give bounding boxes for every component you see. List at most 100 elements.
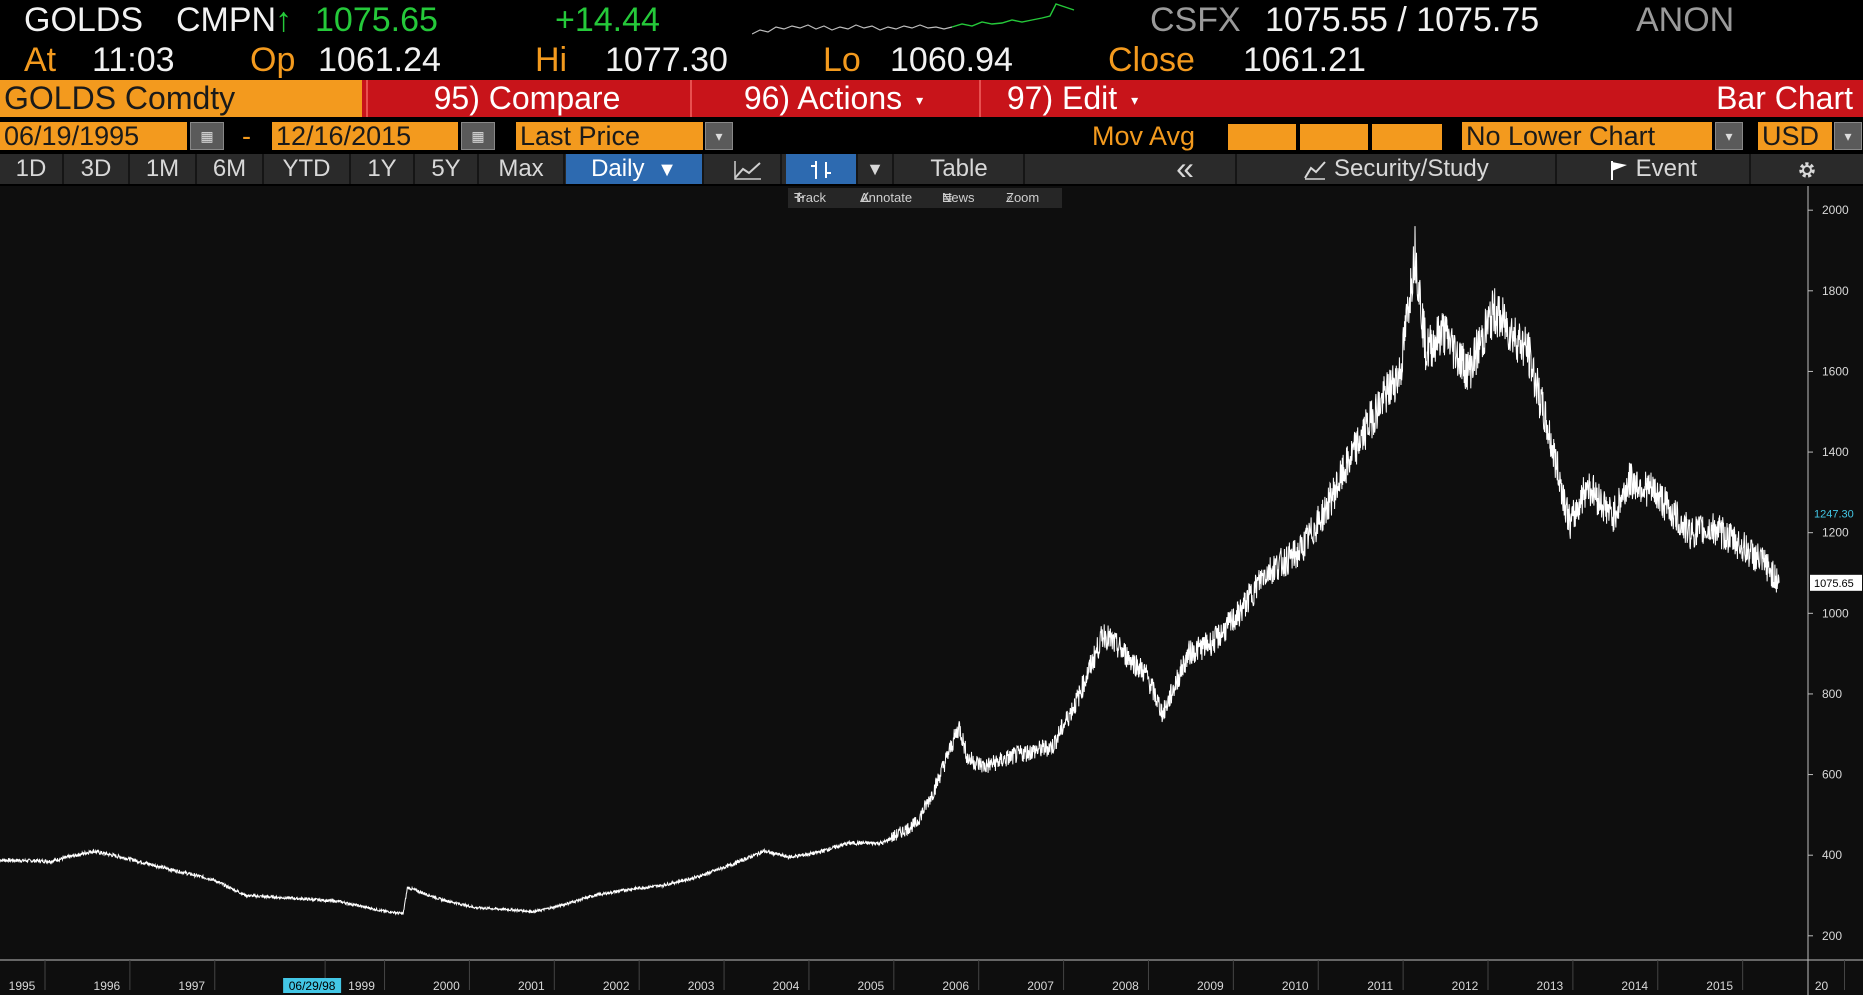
lower-chart-select[interactable]: No Lower Chart: [1462, 122, 1712, 150]
mov-avg-field-3[interactable]: [1372, 124, 1442, 150]
x-tick-label: 2004: [773, 979, 800, 993]
date-marker-bg: [283, 978, 342, 993]
y-tick-label: 1600: [1822, 364, 1849, 378]
y-tick-label: 400: [1822, 848, 1842, 862]
x-tick-label: 2003: [688, 979, 715, 993]
zoom-label: Zoom: [1006, 190, 1040, 205]
chart-style-dropdown-icon[interactable]: ▼: [858, 154, 894, 184]
period-ytd[interactable]: YTD: [264, 154, 351, 184]
edit-button[interactable]: 97) Edit ▾: [979, 80, 1164, 117]
frequency-select[interactable]: Daily ▼: [566, 154, 704, 184]
at-label: At: [24, 41, 57, 79]
period-3d[interactable]: 3D: [64, 154, 130, 184]
toolbar-spacer: [1025, 154, 1135, 184]
x-tick-label: 1995: [9, 979, 36, 993]
open-value: 1061.24: [318, 41, 441, 79]
compare-label: 95) Compare: [433, 80, 621, 116]
x-tick-label: 2000: [433, 979, 460, 993]
dropdown-arrow-icon[interactable]: ▾: [705, 122, 733, 150]
field-select[interactable]: Last Price: [516, 122, 703, 150]
price-source: CMPN: [176, 1, 277, 39]
gear-icon[interactable]: [1751, 154, 1863, 184]
quote-line: GOLDS CMPN ↑ 1075.65 +14.44 CSFX 1075.55…: [0, 0, 1863, 40]
period-5y[interactable]: 5Y: [415, 154, 479, 184]
end-date-field[interactable]: 12/16/2015: [272, 122, 458, 150]
open-label: Op: [250, 41, 296, 79]
start-date-field[interactable]: 06/19/1995: [0, 122, 187, 150]
chart-toolbar: 1D 3D 1M 6M YTD 1Y 5Y Max Daily ▼ ▼ Tabl…: [0, 152, 1863, 184]
y-tick-label: 1400: [1822, 445, 1849, 459]
period-6m[interactable]: 6M: [197, 154, 264, 184]
up-arrow-icon: ↑: [275, 1, 292, 39]
caret-down-icon: ▾: [1131, 92, 1139, 109]
news-label: News: [942, 190, 975, 205]
bar-chart-icon[interactable]: [786, 154, 858, 184]
track-label: Track: [794, 190, 827, 205]
mov-avg-field-1[interactable]: [1228, 124, 1296, 150]
x-tick-label: 20: [1815, 979, 1829, 993]
security-name[interactable]: GOLDS Comdty: [0, 80, 362, 117]
compare-button[interactable]: 95) Compare: [366, 80, 686, 117]
pencil-icon: ∠: [860, 190, 872, 205]
y-tick-label: 200: [1822, 929, 1842, 943]
period-1y[interactable]: 1Y: [351, 154, 415, 184]
ohlc-line: At 11:03 Op 1061.24 Hi 1077.30 Lo 1060.9…: [0, 40, 1863, 80]
crosshair-icon: ✛: [794, 190, 805, 205]
chart-panel[interactable]: 200 400 600 800 1000 1200 1400 1600 1800 2000 1995…: [0, 186, 1863, 995]
dropdown-arrow-icon[interactable]: ▾: [1715, 122, 1743, 150]
study-chart-icon: [1303, 155, 1334, 182]
actions-button[interactable]: 96) Actions ▾: [690, 80, 975, 117]
x-tick-label: 2001: [518, 979, 545, 993]
security-study-label: Security/Study: [1333, 155, 1489, 182]
dropdown-arrow-icon[interactable]: ▾: [1834, 122, 1862, 150]
calendar-icon[interactable]: ▦: [190, 122, 224, 150]
price-label-bg: [1810, 574, 1862, 591]
currency-select[interactable]: USD: [1758, 122, 1832, 150]
date-range-bar: 06/19/1995 ▦ - 12/16/2015 ▦ Last Price ▾…: [0, 120, 1863, 152]
line-chart-icon[interactable]: [716, 154, 782, 184]
function-header: GOLDS Comdty 95) Compare 96) Actions ▾ 97…: [0, 80, 1863, 117]
x-tick-label: 2013: [1537, 979, 1564, 993]
y-tick-label: 1800: [1822, 284, 1849, 298]
x-tick-label: 2011: [1367, 979, 1393, 993]
event-button[interactable]: Event: [1557, 154, 1751, 184]
mov-avg-label: Mov Avg: [1092, 121, 1196, 151]
security-study-button[interactable]: Security/Study: [1237, 154, 1557, 184]
high-value: 1077.30: [605, 41, 728, 79]
actions-label: 96) Actions: [743, 80, 903, 116]
dealer-code: ANON: [1636, 1, 1735, 39]
period-max[interactable]: Max: [479, 154, 565, 184]
close-label: Close: [1108, 41, 1195, 79]
high-label: Hi: [535, 41, 568, 79]
mov-avg-field-2[interactable]: [1300, 124, 1368, 150]
y-tick-label: 800: [1822, 687, 1842, 701]
annotate-label: Annotate: [860, 190, 913, 205]
low-label: Lo: [823, 41, 861, 79]
calendar-icon[interactable]: ▦: [461, 122, 495, 150]
price-chart[interactable]: 200 400 600 800 1000 1200 1400 1600 1800 2000 1995…: [0, 186, 1863, 995]
ticker: GOLDS: [24, 1, 144, 39]
date-dash: -: [242, 121, 251, 151]
caret-down-icon: ▾: [916, 92, 924, 109]
exchange-code: CSFX: [1150, 1, 1241, 39]
collapse-icon[interactable]: «: [1135, 152, 1237, 184]
period-1d[interactable]: 1D: [0, 154, 64, 184]
price-series-line: [0, 226, 1780, 916]
frequency-label: Daily: [591, 155, 645, 182]
magnifier-icon: ⌕: [1006, 190, 1014, 205]
bid-ask: 1075.55 / 1075.75: [1265, 1, 1540, 39]
intraday-sparkline: [752, 3, 1075, 35]
news-icon: ≣: [942, 190, 953, 205]
x-tick-label: 1999: [348, 979, 375, 993]
table-button[interactable]: Table: [895, 154, 1025, 184]
y-tick-label: 2000: [1822, 203, 1849, 217]
period-1m[interactable]: 1M: [130, 154, 197, 184]
quote-time: 11:03: [92, 41, 175, 79]
chart-tools-bar: ✛ Track ∠ Annotate ≣ News ⌕ Zoom: [788, 188, 1062, 208]
price-label: 1075.65: [1814, 578, 1854, 590]
x-tick-label: 2009: [1197, 979, 1224, 993]
y-tick-label: 600: [1822, 768, 1842, 782]
y-tick-label: 1000: [1822, 606, 1849, 620]
price-change: +14.44: [555, 1, 660, 39]
x-tick-label: 1997: [178, 979, 205, 993]
